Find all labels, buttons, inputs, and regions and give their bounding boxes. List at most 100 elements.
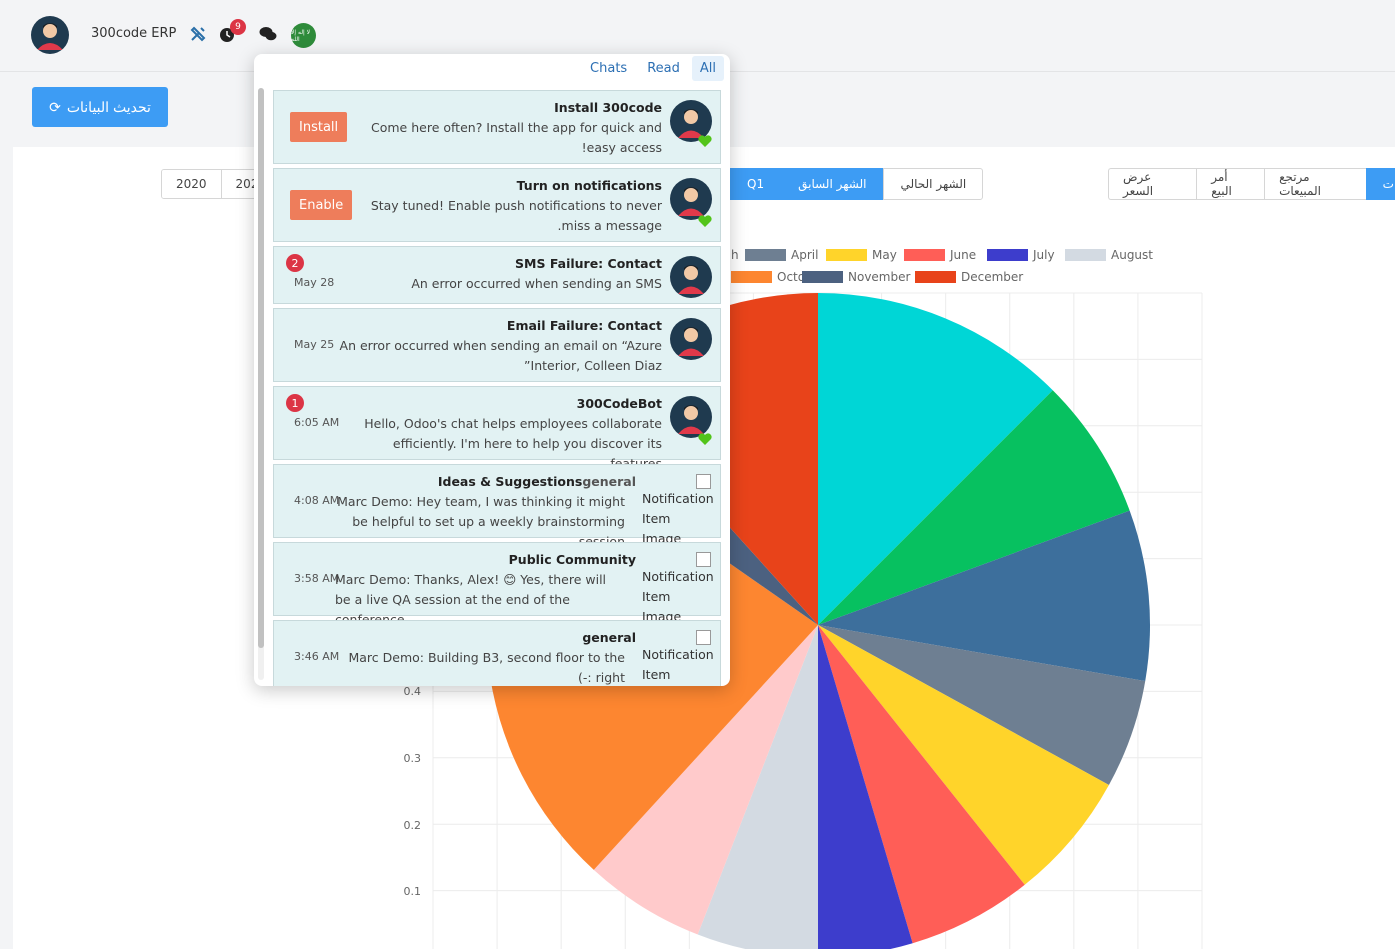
notification-item[interactable]: Turn on notifications Stay tuned! Enable… — [273, 168, 721, 242]
pie-slice — [818, 625, 1146, 785]
legend-swatch — [904, 249, 945, 261]
notification-text: An error occurred when sending an SMS — [411, 276, 662, 291]
contact-avatar — [670, 318, 712, 360]
legend-label: June — [949, 248, 976, 262]
bot-avatar — [670, 100, 712, 142]
notification-item[interactable]: 3:58 AM Public Community Marc Demo: Than… — [273, 542, 721, 627]
broken-image-icon — [696, 630, 711, 645]
pie-slice — [818, 625, 1025, 944]
image-alt-text: Notification Item Image — [642, 569, 714, 624]
notification-title: Email Failure: Contact — [506, 318, 662, 333]
refresh-icon: ⟳ — [49, 98, 61, 115]
notification-title: Ideas & Suggestionsgeneral — [438, 474, 636, 489]
enable-button[interactable]: Enable — [290, 190, 353, 220]
year-button[interactable]: 2020 — [162, 170, 222, 198]
report-sales-return-button[interactable]: مرتجع المبيعات — [1264, 168, 1366, 200]
legend-label: May — [872, 248, 897, 262]
legend-label: August — [1111, 248, 1153, 262]
broken-image-icon — [696, 552, 711, 567]
tab-chats[interactable]: Chats — [590, 61, 628, 76]
bot-avatar — [670, 178, 712, 220]
channel-name: Ideas & Suggestions — [437, 474, 583, 489]
online-heart-icon — [698, 433, 712, 445]
notification-text: An error occurred when sending an email … — [339, 338, 662, 373]
pie-slice — [818, 510, 1150, 682]
report-sale-order-button[interactable]: أمر البيع — [1196, 168, 1265, 200]
notification-text: Hello, Odoo's chat helps employees colla… — [364, 416, 662, 471]
legend-swatch — [1065, 249, 1106, 261]
legend-swatch — [802, 271, 843, 283]
y-axis-ticks: 0.4 0.3 0.2 0.1 — [404, 685, 422, 898]
settings-tools-icon[interactable] — [187, 23, 209, 45]
online-heart-icon — [698, 135, 712, 147]
activity-count-badge: 9 — [230, 19, 246, 35]
legend-label: December — [961, 270, 1023, 284]
notification-date: May 28 — [294, 276, 335, 289]
notification-item[interactable]: Install 300code Come here often? Install… — [273, 90, 721, 164]
y-tick-label: 0.3 — [404, 752, 422, 765]
notification-date: 3:58 AM — [294, 572, 340, 585]
legend-swatch — [745, 249, 786, 261]
refresh-data-button[interactable]: ⟳ تحديث البيانات — [32, 87, 168, 127]
legend-swatch — [731, 271, 772, 283]
notification-text: Come here often? Install the app for qui… — [371, 120, 662, 155]
notification-list: Install 300code Come here often? Install… — [273, 90, 721, 686]
notification-item-image: Notification Item Image — [642, 552, 714, 627]
legend-swatch — [915, 271, 956, 283]
online-heart-icon — [698, 215, 712, 227]
notification-date: 6:05 AM — [294, 416, 340, 429]
pie-slice — [593, 625, 818, 935]
report-invoice-button[interactable]: ت — [1365, 168, 1395, 200]
bot-avatar — [670, 396, 712, 438]
notification-title: Turn on notifications — [516, 178, 662, 193]
notification-item[interactable]: 1 6:05 AM 300CodeBot Hello, Odoo's chat … — [273, 386, 721, 471]
notification-text: Stay tuned! Enable push notifications to… — [370, 198, 662, 233]
pie-slice — [697, 625, 818, 949]
legend-label: July — [1032, 248, 1055, 262]
legend-label: April — [791, 248, 818, 262]
y-tick-label: 0.4 — [404, 685, 422, 698]
user-avatar[interactable] — [31, 16, 69, 54]
pie-slice — [818, 293, 1053, 625]
notification-item[interactable]: 4:08 AM Ideas & Suggestionsgeneral Marc … — [273, 464, 721, 549]
scrollbar-thumb[interactable] — [258, 88, 264, 648]
notification-date: 4:08 AM — [294, 494, 340, 507]
contact-avatar — [670, 256, 712, 298]
notification-item[interactable]: 2 May 28 SMS Failure: Contact An error o… — [273, 246, 721, 304]
unread-count-badge: 1 — [286, 394, 304, 412]
legend-swatch — [987, 249, 1028, 261]
chat-bubbles-icon[interactable] — [257, 23, 279, 45]
image-alt-text: Notification Item Image — [642, 491, 714, 546]
company-name[interactable]: 300code ERP — [91, 26, 177, 41]
period-current-month-button[interactable]: الشهر الحالي — [883, 168, 984, 200]
y-tick-label: 0.1 — [404, 885, 422, 898]
pie-slice — [818, 625, 913, 949]
notification-title: SMS Failure: Contact — [515, 256, 662, 271]
notification-text: Marc Demo: Building B3, second floor to … — [348, 650, 625, 685]
period-previous-month-button[interactable]: الشهر السابق — [781, 168, 884, 200]
notification-date: 3:46 AM — [294, 650, 340, 663]
tab-read[interactable]: Read — [647, 61, 680, 76]
notification-item[interactable]: 3:46 AM general Marc Demo: Building B3, … — [273, 620, 721, 686]
notification-title: Public Community — [508, 552, 636, 567]
install-button[interactable]: Install — [290, 112, 348, 142]
dropdown-scrollbar[interactable] — [258, 88, 264, 680]
notification-title: Install 300code — [554, 100, 662, 115]
notification-title: 300CodeBot — [576, 396, 662, 411]
notification-text: Marc Demo: Thanks, Alex! 😊 Yes, there wi… — [335, 572, 607, 627]
notification-text: Marc Demo: Hey team, I was thinking it m… — [337, 494, 625, 549]
report-quotation-button[interactable]: عرض السعر — [1108, 168, 1197, 200]
period-q1-button[interactable]: Q1 — [730, 168, 782, 200]
notification-title: general — [582, 630, 636, 645]
notification-item-image: Notification Item Image — [642, 630, 714, 686]
y-tick-label: 0.2 — [404, 819, 422, 832]
channel-tag: general — [582, 474, 636, 489]
pie-slice — [818, 625, 1109, 885]
tab-all[interactable]: All — [691, 56, 724, 81]
language-flag-icon[interactable]: لا إله إلا الله — [291, 23, 316, 48]
notification-item[interactable]: May 25 Email Failure: Contact An error o… — [273, 308, 721, 382]
image-alt-text: Notification Item Image — [642, 647, 714, 682]
legend-label: November — [848, 270, 910, 284]
period-filter-group: Q1 الشهر السابق الشهر الحالي — [730, 168, 984, 200]
